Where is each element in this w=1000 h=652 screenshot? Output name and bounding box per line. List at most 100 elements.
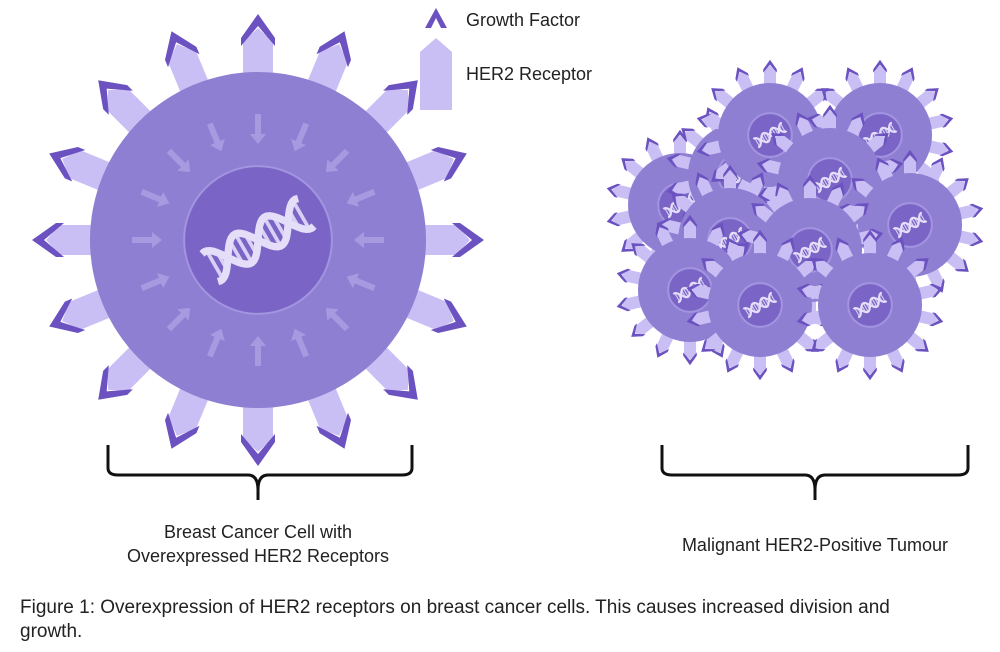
dna-rung — [819, 238, 826, 248]
signal-arrow — [250, 336, 266, 366]
growth-factor — [656, 218, 671, 233]
growth-factor — [771, 133, 786, 147]
dna-rung — [744, 307, 751, 317]
growth-factor — [631, 323, 646, 337]
growth-factor — [49, 298, 86, 334]
growth-factor — [645, 137, 660, 152]
dna-rung — [871, 298, 878, 308]
growth-factor — [666, 182, 681, 197]
growth-factor — [835, 358, 850, 373]
signal-arrow — [325, 148, 350, 173]
dna-rung — [674, 292, 681, 302]
signal-arrow — [291, 328, 309, 358]
growth-factor — [780, 237, 795, 252]
dna-rung — [205, 249, 225, 280]
growth-factor — [875, 157, 890, 172]
growth-factor — [683, 214, 697, 228]
growth-factor — [823, 104, 837, 118]
growth-factor — [756, 158, 771, 173]
growth-factor — [874, 133, 889, 147]
growth-factor — [616, 297, 631, 312]
growth-factor — [850, 112, 865, 127]
dna-rung — [779, 123, 786, 133]
growth-factor — [725, 237, 740, 252]
growth-factor — [821, 88, 836, 102]
signal-arrow — [250, 114, 266, 144]
dna-strand — [792, 241, 828, 259]
growth-factor — [98, 80, 133, 115]
dna-rung — [761, 298, 768, 308]
signal-arrow — [166, 148, 191, 173]
growth-factor-icon — [425, 8, 447, 28]
growth-factor — [655, 222, 670, 237]
growth-factor — [924, 88, 939, 102]
growth-factor — [736, 228, 751, 243]
dna-strand — [742, 296, 778, 314]
growth-factor — [806, 113, 821, 128]
dna-strand — [892, 216, 928, 234]
growth-factor — [811, 258, 826, 272]
growth-factor — [621, 238, 636, 252]
arrow — [354, 232, 384, 248]
dna-rung — [919, 213, 926, 223]
bracket — [106, 445, 414, 500]
dna-rung — [769, 293, 776, 303]
dna-rung — [233, 233, 254, 264]
growth-factor — [854, 203, 869, 217]
arrow — [346, 273, 376, 291]
growth-factor — [890, 237, 905, 252]
growth-factor — [753, 229, 767, 243]
arrow — [166, 307, 191, 332]
growth-factor — [775, 182, 790, 197]
dna-rung — [754, 137, 761, 147]
dna-strand — [752, 126, 788, 144]
growth-factor — [780, 358, 795, 373]
cell-label: Breast Cancer Cell with Overexpressed HE… — [60, 520, 456, 568]
growth-factor — [383, 365, 418, 400]
growth-factor — [954, 258, 969, 272]
growth-factor — [164, 31, 200, 68]
growth-factor — [929, 283, 944, 298]
dna-rung — [902, 222, 909, 232]
growth-factor — [969, 203, 984, 218]
growth-factor — [929, 312, 944, 327]
growth-factor — [631, 243, 646, 257]
dna-rung — [762, 132, 769, 142]
growth-factor — [751, 203, 766, 217]
growth-factor — [316, 412, 352, 449]
cell — [686, 229, 834, 381]
growth-factor — [241, 434, 275, 466]
signal-arrow — [132, 232, 162, 248]
growth-factor — [790, 67, 805, 82]
growth-factor — [701, 338, 716, 352]
dna — [812, 166, 848, 194]
dna-rung — [889, 123, 896, 133]
dna — [199, 194, 317, 286]
growth-factor — [939, 142, 954, 157]
dna-rung — [689, 193, 696, 203]
dna-rung — [811, 243, 818, 253]
growth-factor — [939, 113, 954, 128]
growth-factor — [701, 258, 716, 272]
growth-factor — [969, 232, 984, 247]
caption: Figure 1: Overexpression of HER2 recepto… — [20, 597, 890, 642]
growth-factor — [830, 182, 845, 197]
growth-factor — [696, 113, 711, 128]
growth-factor — [98, 365, 133, 400]
receptor-icon — [420, 38, 452, 110]
growth-factor — [734, 243, 749, 257]
cell — [796, 229, 944, 381]
growth-factor — [686, 312, 701, 327]
dna-rung — [802, 247, 809, 257]
dna-strand — [812, 171, 848, 189]
growth-factor — [835, 237, 850, 252]
signal-arrow — [346, 273, 376, 291]
growth-factor — [723, 164, 737, 178]
dna-rung — [831, 173, 838, 183]
growth-factor — [666, 153, 681, 168]
dna-rung — [664, 207, 671, 217]
arrow — [291, 122, 309, 152]
growth-factor — [914, 338, 929, 352]
growth-factor — [900, 67, 915, 82]
